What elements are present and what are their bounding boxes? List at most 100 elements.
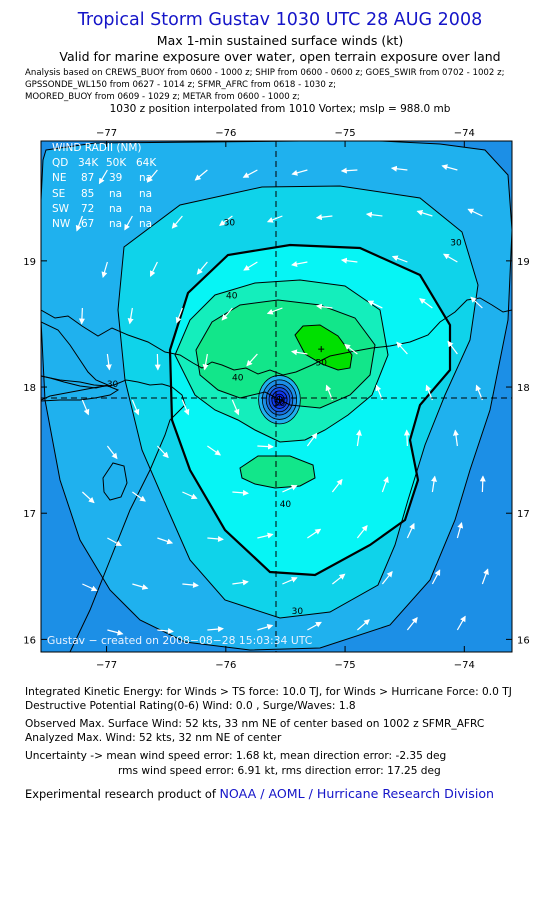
contour-label: 40 (226, 292, 238, 302)
contour-label: 30 (224, 219, 236, 229)
wind-arrow (182, 491, 198, 500)
wind-radii-row-nw: NW 67 na na (52, 217, 153, 230)
integrated-kinetic-energy: Integrated Kinetic Energy: for Winds > T… (25, 686, 512, 698)
map-axes: −77 −77 −76 −76 −75 −75 −74 −74 19 19 18 18 17 17 16 16 (23, 128, 529, 671)
wind-arrow (154, 353, 161, 371)
wind-arrow (194, 169, 208, 181)
storm-center-marker (275, 395, 284, 404)
contour-label: 40 (232, 374, 244, 384)
lat-tick-label-right: 19 (517, 257, 530, 268)
contour-c45b (239, 455, 316, 489)
wind-arrow (257, 624, 274, 631)
contour-label: 30 (450, 239, 462, 249)
wind-arrow (242, 169, 258, 178)
wind-arrow (406, 522, 415, 539)
wind-arrow (257, 532, 274, 539)
wind-arrow (149, 261, 158, 277)
wind-arrow (243, 261, 258, 271)
uncertainty-rms: rms wind speed error: 6.91 kt, rms direc… (118, 765, 441, 777)
wind-arrow (431, 475, 437, 493)
wind-arrow (182, 582, 199, 588)
wind-arrow (356, 619, 370, 631)
wind-arrow (367, 300, 383, 309)
lon-tick-label-bottom: −74 (454, 660, 475, 671)
lat-tick-label-left: 16 (23, 635, 36, 646)
wind-arrow (221, 307, 233, 321)
contour-label: 30 (107, 380, 119, 390)
wind-arrow (282, 577, 298, 585)
wind-arrow (419, 298, 433, 309)
lat-tick-label-left: 19 (23, 257, 36, 268)
wind-35kt-west-patch (103, 463, 127, 500)
wind-arrow (447, 340, 458, 355)
wind-arrow (340, 167, 358, 174)
wind-arrow (355, 429, 362, 447)
wind-arrow (442, 253, 458, 263)
wind-arrow (291, 261, 308, 267)
wind-contour-lines (41, 141, 512, 651)
hrd-link[interactable]: NOAA / AOML / Hurricane Research Divisio… (219, 786, 495, 801)
wind-arrow (340, 257, 358, 264)
lat-tick-label-left: 17 (23, 509, 36, 520)
wind-arrow (98, 169, 108, 185)
lat-tick-label-right: 18 (517, 383, 530, 394)
wind-arrow (146, 169, 158, 183)
wind-vectors (75, 164, 489, 636)
contour-c35 (168, 243, 452, 577)
wind-radii-row-sw: SW 72 na na (52, 202, 153, 215)
wind-arrow (470, 296, 483, 309)
wind-arrow (257, 443, 274, 450)
contour-labels: 30 30 30 30 40 40 40 50 50 (107, 219, 462, 618)
wind-45kt-region (196, 300, 375, 408)
haiti-north-coast (41, 375, 120, 402)
lon-tick-label-top: −75 (335, 128, 356, 139)
analysis-sources-line-3: MOORED_BUOY from 0609 - 1029 z; METAR fr… (25, 92, 300, 102)
wind-arrow (81, 491, 95, 504)
wind-arrow (107, 629, 124, 636)
wind-arrow (171, 215, 183, 229)
wind-arrow (306, 432, 318, 447)
wind-arrow (82, 583, 98, 592)
plot-frame (40, 140, 513, 653)
product-credit-prefix: Experimental research product of (25, 787, 216, 801)
wind-arrow (107, 537, 122, 547)
wind-arrow (266, 215, 283, 223)
wind-arrow (124, 215, 133, 231)
wind-arrow (365, 211, 383, 218)
contour-label: 50 (315, 359, 327, 369)
wind-arrow (452, 429, 459, 447)
wind-arrow (175, 307, 183, 324)
contour-c45 (195, 299, 376, 409)
lon-tick-label-top: −77 (96, 128, 117, 139)
wind-arrow (156, 445, 169, 459)
wind-arrow (406, 617, 418, 631)
position-line: 1030 z position interpolated from 1010 V… (109, 103, 451, 115)
wind-arrow (390, 165, 408, 172)
wind-arrow (396, 341, 408, 355)
wind-arrow (75, 215, 83, 232)
wind-arrow (332, 573, 346, 585)
wind-arrow (196, 261, 208, 275)
subtitle-winds: Max 1-min sustained surface winds (kt) (156, 33, 404, 48)
contour-c35w (102, 462, 128, 501)
wind-45kt-south-patch (240, 456, 315, 488)
wind-arrow (381, 570, 393, 585)
page-title: Tropical Storm Gustav 1030 UTC 28 AUG 20… (77, 10, 483, 30)
wind-arrow (479, 475, 486, 493)
wind-arrow (207, 445, 222, 456)
wind-arrow (282, 484, 298, 493)
contour-label: 30 (292, 607, 304, 617)
wind-arrow (157, 537, 174, 545)
contour-c50 (294, 324, 353, 371)
lon-tick-label-top: −74 (454, 128, 475, 139)
wind-arrow (307, 621, 322, 631)
wind-arrow (232, 489, 249, 496)
wind-arrow (266, 307, 283, 315)
contour-c40 (174, 279, 389, 443)
wind-arrow (456, 615, 466, 631)
wind-arrow (291, 169, 308, 176)
uncertainty-mean: Uncertainty -> mean wind speed error: 1.… (25, 750, 447, 762)
wind-arrow (331, 478, 343, 493)
lon-tick-label-top: −76 (215, 128, 236, 139)
